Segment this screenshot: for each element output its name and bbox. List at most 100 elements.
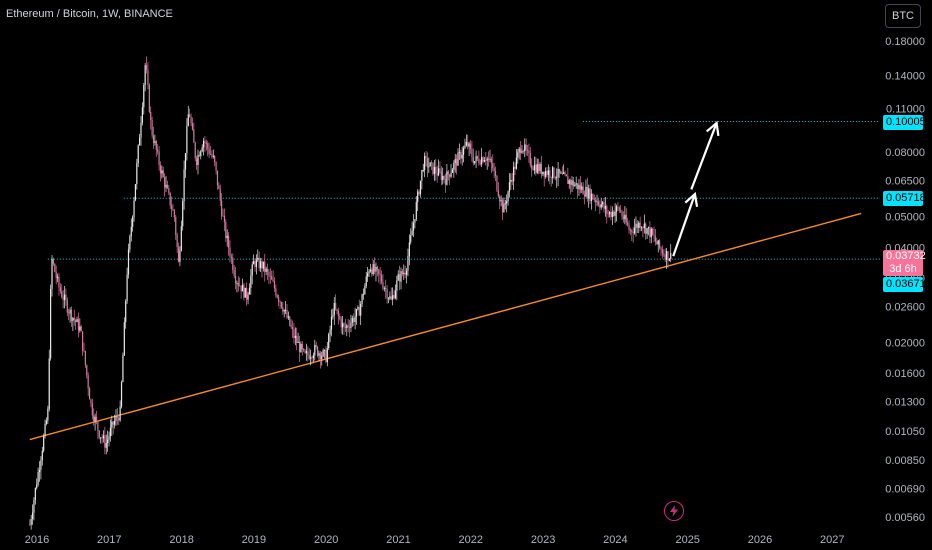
candle: [344, 318, 346, 332]
candle: [72, 317, 74, 332]
candle: [233, 264, 235, 279]
candle: [411, 221, 413, 236]
candle: [289, 315, 291, 327]
candle: [248, 283, 251, 295]
candle: [507, 190, 509, 206]
candle: [101, 433, 103, 444]
candle: [116, 408, 118, 425]
candle: [58, 272, 60, 296]
candle: [323, 349, 326, 359]
candle: [325, 346, 327, 364]
currency-button[interactable]: BTC: [885, 4, 921, 28]
candle: [364, 283, 366, 295]
candle: [50, 284, 52, 361]
candle: [240, 285, 242, 299]
candle: [557, 161, 559, 187]
candle: [144, 63, 146, 92]
candle: [308, 348, 310, 361]
candle: [664, 248, 666, 263]
candle: [396, 275, 398, 301]
candle: [55, 265, 57, 285]
candle: [649, 221, 651, 244]
projection-arrows[interactable]: [672, 120, 720, 257]
candle: [56, 273, 59, 283]
candle: [189, 108, 191, 118]
candle: [412, 214, 415, 238]
candle: [472, 148, 474, 166]
price-tick-label: 0.01050: [885, 426, 925, 438]
candle: [665, 247, 668, 269]
candle: [657, 240, 659, 253]
price-tick-label: 0.11000: [886, 104, 925, 116]
candle: [311, 355, 313, 365]
candle: [650, 227, 652, 244]
candle: [436, 165, 438, 183]
candle: [604, 196, 606, 217]
candle: [303, 348, 305, 353]
time-axis[interactable]: 2016 2017 2018 2019 2020 2021 2022 2023 2024 2025…: [25, 534, 845, 546]
candle: [424, 152, 426, 178]
candle: [453, 160, 455, 178]
candle: [294, 327, 296, 346]
time-tick-label: 2024: [603, 534, 627, 546]
candle: [312, 352, 315, 363]
candle: [347, 318, 349, 333]
time-tick-label: 2016: [25, 534, 49, 546]
candle: [169, 192, 171, 209]
candle: [216, 170, 219, 190]
candle: [104, 426, 106, 455]
candle: [647, 226, 650, 236]
lightning-icon[interactable]: [664, 501, 684, 521]
candle: [136, 158, 138, 190]
candle: [241, 278, 244, 292]
candle: [556, 168, 558, 188]
candle: [278, 294, 280, 307]
candle: [365, 271, 367, 289]
candle: [394, 284, 397, 300]
candle: [271, 270, 273, 280]
candle: [340, 316, 342, 334]
candle: [429, 162, 431, 167]
candle: [172, 203, 174, 211]
candle: [443, 175, 445, 184]
support-trendline[interactable]: [29, 212, 862, 441]
candle: [567, 167, 569, 184]
candle: [639, 216, 641, 232]
candle: [111, 415, 113, 437]
up-arrow[interactable]: [672, 191, 699, 257]
candle: [94, 413, 96, 431]
candle: [333, 296, 335, 325]
candle: [610, 205, 612, 221]
candle: [575, 176, 577, 189]
candle: [221, 193, 223, 220]
candle: [184, 153, 187, 178]
candle: [358, 299, 360, 316]
candle: [496, 174, 498, 193]
current-price-value: 0.03732: [886, 249, 926, 262]
candle: [247, 291, 249, 305]
time-tick-label: 2017: [97, 534, 121, 546]
candle: [316, 345, 319, 358]
candle: [471, 140, 473, 162]
candle: [182, 198, 184, 231]
candle: [276, 293, 278, 299]
candle: [83, 342, 85, 353]
candle: [41, 446, 43, 466]
candle: [593, 194, 595, 203]
candle: [582, 182, 584, 195]
candle: [561, 166, 563, 176]
candle: [447, 169, 449, 181]
candle: [296, 327, 298, 351]
candle: [511, 172, 513, 186]
candle: [307, 346, 309, 362]
bar-countdown: 3d 6h: [889, 262, 917, 275]
candle: [571, 176, 573, 193]
candle: [635, 216, 637, 237]
up-arrow[interactable]: [690, 120, 720, 190]
candle: [298, 335, 301, 362]
candle: [69, 307, 71, 323]
candle: [542, 171, 544, 176]
candle: [310, 349, 312, 366]
candle: [405, 268, 408, 284]
